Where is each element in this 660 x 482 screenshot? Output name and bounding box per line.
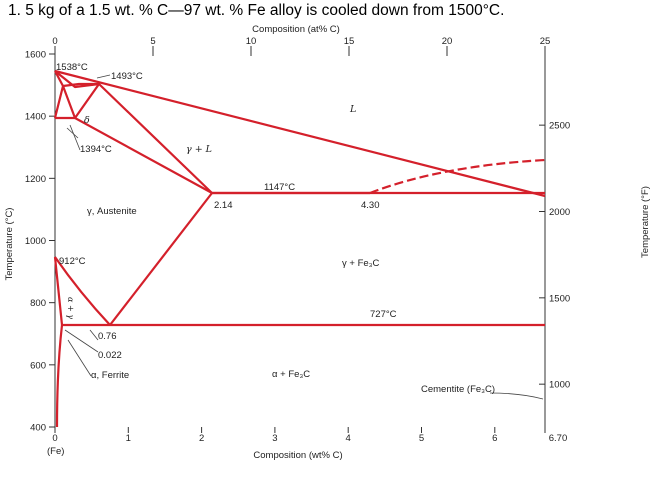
bottom-tick-label: 4 (346, 433, 351, 444)
label-2-14: 2.14 (214, 200, 233, 211)
right-ticks: 2500 2000 1500 1000 (539, 121, 570, 391)
left-axis-title: Temperature (°C) (4, 208, 15, 281)
label-austenite: γ, Austenite (87, 206, 137, 217)
bottom-tick-label: 3 (272, 433, 277, 444)
bottom-tick-label: 6.70 (549, 433, 568, 444)
label-727C: 727°C (370, 309, 397, 320)
label-gamma-plus-fe3c: γ + Fe₃C (342, 258, 380, 269)
acm-line (109, 192, 213, 326)
top-tick-label: 0 (52, 36, 57, 47)
label-1394C: 1394°C (80, 144, 112, 155)
label-alpha-plus-gamma: α + γ (66, 297, 75, 319)
label-1538C: 1538°C (56, 62, 88, 73)
bottom-left-note: (Fe) (47, 446, 64, 457)
label-0-76: 0.76 (98, 331, 117, 342)
liquidus-austenite (54, 69, 546, 198)
label-liquid: L (349, 104, 356, 115)
label-alpha-plus-fe3c: α + Fe₃C (272, 369, 310, 380)
label-0-022: 0.022 (98, 350, 122, 361)
bottom-tick-label: 5 (419, 433, 424, 444)
left-tick-label: 800 (30, 298, 46, 309)
label-1493C: 1493°C (111, 71, 143, 82)
label-1147C: 1147°C (264, 182, 295, 193)
bottom-axis-title: Composition (wt% C) (253, 450, 342, 461)
right-tick-label: 1500 (549, 293, 570, 304)
left-tick-label: 1000 (25, 236, 46, 247)
left-tick-label: 1200 (25, 174, 46, 185)
left-tick-label: 1400 (25, 112, 46, 123)
delta-region (53, 70, 100, 120)
left-tick-label: 600 (30, 360, 46, 371)
top-tick-label: 5 (150, 36, 155, 47)
ferrite-solvus (55, 324, 64, 428)
a3-line (54, 256, 111, 326)
label-gamma-plus-liquid: γ + L (186, 144, 212, 155)
alpha-solvus (53, 256, 64, 326)
label-ferrite: α, Ferrite (91, 370, 129, 381)
label-cementite: Cementite (Fe₃C) (421, 384, 495, 395)
problem-statement: 1. 5 kg of a 1.5 wt. % C—97 wt. % Fe all… (8, 2, 505, 19)
leader-lines (64, 74, 544, 400)
bottom-ticks: 0 1 2 3 4 5 6 6.70 (52, 427, 567, 444)
left-ticks: 1600 1400 1200 1000 800 600 400 (25, 50, 55, 434)
right-axis-title: Temperature (°F) (640, 186, 651, 258)
top-tick-label: 20 (442, 36, 453, 47)
bottom-tick-label: 1 (126, 433, 131, 444)
bottom-tick-label: 6 (492, 433, 497, 444)
liquidus-cementite (369, 158, 546, 195)
bottom-tick-label: 2 (199, 433, 204, 444)
left-tick-label: 1600 (25, 50, 46, 61)
phase-boundaries (53, 69, 546, 428)
top-tick-label: 25 (540, 36, 551, 47)
top-tick-label: 10 (246, 36, 257, 47)
top-axis-title: Composition (at% C) (252, 24, 340, 35)
left-tick-label: 400 (30, 423, 46, 434)
label-4-30: 4.30 (361, 200, 380, 211)
top-tick-label: 15 (344, 36, 355, 47)
label-912C: 912°C (59, 256, 86, 267)
bottom-tick-label: 0 (52, 433, 57, 444)
right-tick-label: 1000 (549, 380, 570, 391)
right-tick-label: 2000 (549, 207, 570, 218)
right-tick-label: 2500 (549, 121, 570, 132)
top-ticks: 0 5 10 15 20 25 (52, 36, 550, 56)
label-delta: δ (84, 115, 90, 126)
